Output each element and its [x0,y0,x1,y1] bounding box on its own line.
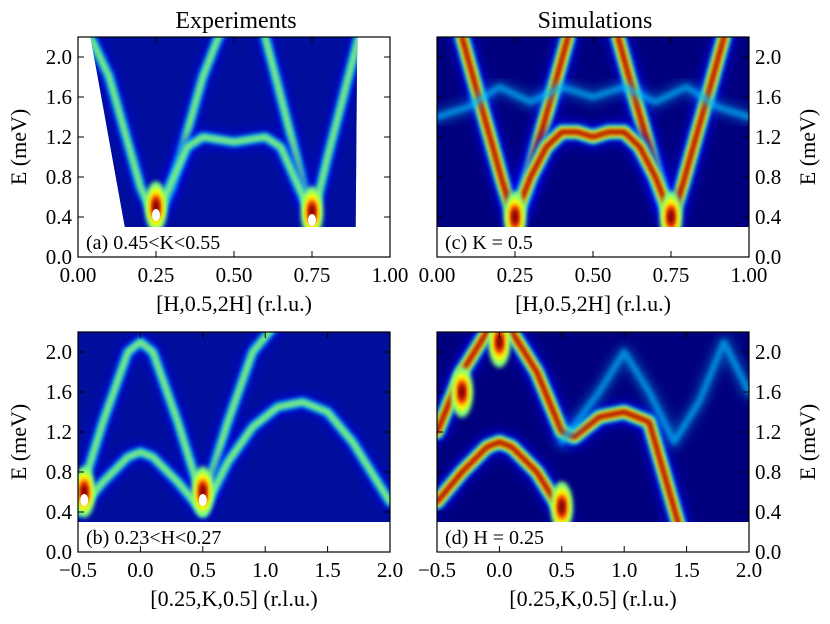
y-tick-label: 2.0 [46,340,72,364]
dispersion-flat-mode-layer [513,130,673,219]
axes-frame [77,331,391,553]
panel-label: (d) H = 0.25 [445,527,544,549]
intensity-hotspot [458,384,466,400]
heatmap-content [90,37,358,227]
y-tick-label: 0.8 [755,460,781,484]
x-tick-label: 1.5 [314,558,340,582]
y-tick-label: 0.4 [755,205,782,229]
panel-a-experiments-h-scan: 0.0 0.4 0.8 1.2 1.6 2.0 0.00 0.25 0.50 0.75 1.00 (a… [6,36,409,316]
panel-label: (b) 0.23<H<0.27 [86,527,221,549]
x-axis-label: [0.25,K,0.5] (r.l.u.) [509,586,676,611]
y-tick-label: 0.8 [46,460,72,484]
y-tick-label: 0.8 [46,165,72,189]
y-axis-label: E (meV) [795,404,820,480]
y-tick-label: 0.4 [46,500,73,524]
y-tick-label: 0.4 [755,500,782,524]
x-axis-label: [H,0.5,2H] (r.l.u.) [515,291,671,316]
x-tick-label: 0.0 [127,558,153,582]
column-title-simulations: Simulations [538,8,653,34]
dispersion-flat-mode-layer [155,136,313,218]
column-title-experiments: Experiments [175,8,296,34]
y-tick-label: 0.0 [755,245,781,269]
saturated-hotspot [308,214,316,226]
y-tick-label: 1.2 [755,125,781,149]
dispersion-weak-dispersive-mode-layer [558,339,749,445]
panel-b-experiments-k-scan: 0.00.40.81.21.62.0−0.5 0.0 0.5 1.0 1.5 2.0(b)… [6,331,403,611]
x-tick-label: 1.5 [673,558,699,582]
heatmap-content [437,37,749,227]
panel-label: (c) K = 0.5 [445,232,533,254]
dispersion-weak-upper-mode-layer [437,84,749,120]
heatmap-content [437,332,749,522]
x-tick-label: 0.0 [486,558,512,582]
y-axis-label: E (meV) [6,109,31,185]
x-tick-label: 0.5 [549,558,575,582]
saturated-hotspot [152,209,160,221]
y-tick-label: 1.2 [755,420,781,444]
y-tick-label: 0.8 [755,165,781,189]
x-tick-label: 1.0 [611,558,637,582]
intensity-hotspot [511,209,519,225]
y-tick-label: 0.0 [755,540,781,564]
x-tick-label: −0.5 [59,558,97,582]
y-tick-label: 1.2 [46,125,72,149]
y-tick-label: 1.6 [755,380,781,404]
y-tick-label: 2.0 [755,45,781,69]
x-tick-label: 0.00 [419,263,456,287]
dispersion-lower-arch-layer [78,401,390,513]
y-axis-label: E (meV) [795,109,820,185]
x-tick-label: 0.25 [497,263,534,287]
x-tick-label: 0.5 [190,558,216,582]
x-tick-label: −0.5 [418,558,456,582]
x-tick-label: 1.00 [372,263,409,287]
y-tick-label: 2.0 [46,45,72,69]
dispersion-upper-arch-layer [78,332,279,503]
saturated-hotspot [80,494,89,506]
intensity-hotspot [558,499,566,515]
panel-d-simulations-k-scan: 0.0 0.4 0.8 1.2 1.6 2.0 −0.5 0.0 0.5 1.0 1.5 2.0 (d)… [418,331,820,611]
y-axis-label: E (meV) [6,404,31,480]
y-tick-label: 1.6 [46,85,72,109]
y-tick-label: 0.0 [46,540,72,564]
y-tick-label: 2.0 [755,340,781,364]
x-tick-label: 1.00 [731,263,768,287]
y-tick-label: 1.2 [46,420,72,444]
intensity-hotspot [667,209,675,225]
x-tick-label: 0.50 [216,263,253,287]
intensity-hotspot [495,334,503,350]
dispersion-lower-arch-layer [437,440,564,514]
saturated-hotspot [198,494,207,506]
y-tick-label: 1.6 [755,85,781,109]
x-tick-label: 0.25 [138,263,175,287]
panel-c-simulations-h-scan: 0.0 0.4 0.8 1.2 1.6 2.0 0.00 0.25 0.50 0.75 1.00 (c… [419,36,820,316]
x-axis-label: [H,0.5,2H] (r.l.u.) [156,291,312,316]
y-tick-label: 1.6 [46,380,72,404]
x-tick-label: 0.75 [294,263,331,287]
axes-frame [436,331,750,553]
x-tick-label: 1.0 [252,558,278,582]
x-tick-label: 2.0 [377,558,403,582]
x-tick-label: 2.0 [736,558,762,582]
x-axis-label: [0.25,K,0.5] (r.l.u.) [150,586,317,611]
y-tick-label: 0.0 [46,245,72,269]
heatmap-content [78,332,390,522]
panel-label: (a) 0.45<K<0.55 [86,232,220,254]
x-tick-label: 0.75 [653,263,690,287]
x-tick-label: 0.00 [60,263,97,287]
y-tick-label: 0.4 [46,205,73,229]
x-tick-label: 0.50 [575,263,612,287]
